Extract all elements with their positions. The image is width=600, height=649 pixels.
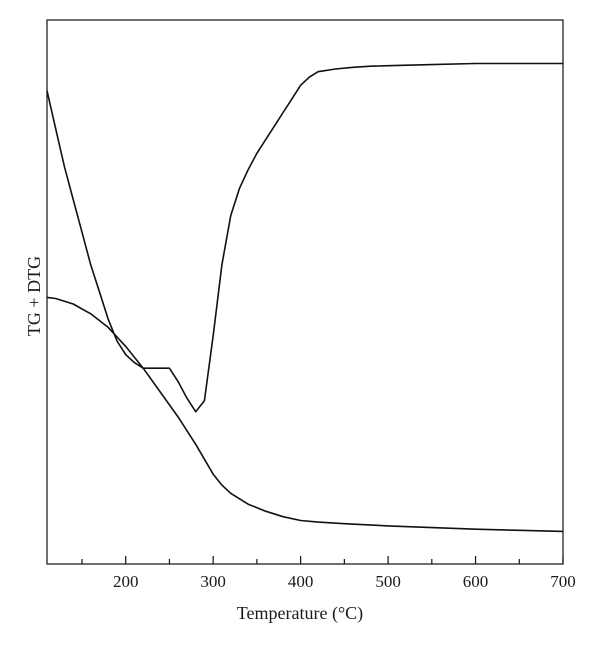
y-axis-title: TG + DTG (24, 256, 44, 336)
x-tick-label: 700 (550, 572, 576, 591)
x-tick-label: 600 (463, 572, 489, 591)
x-tick-label: 500 (375, 572, 401, 591)
x-axis-title: Temperature (°C) (237, 603, 363, 624)
dtg-curve (46, 62, 563, 413)
x-tick-label: 400 (288, 572, 314, 591)
x-tick-label: 300 (200, 572, 226, 591)
x-tick-label: 200 (113, 572, 139, 591)
tg-curve (46, 296, 564, 533)
plot-frame (46, 19, 564, 565)
